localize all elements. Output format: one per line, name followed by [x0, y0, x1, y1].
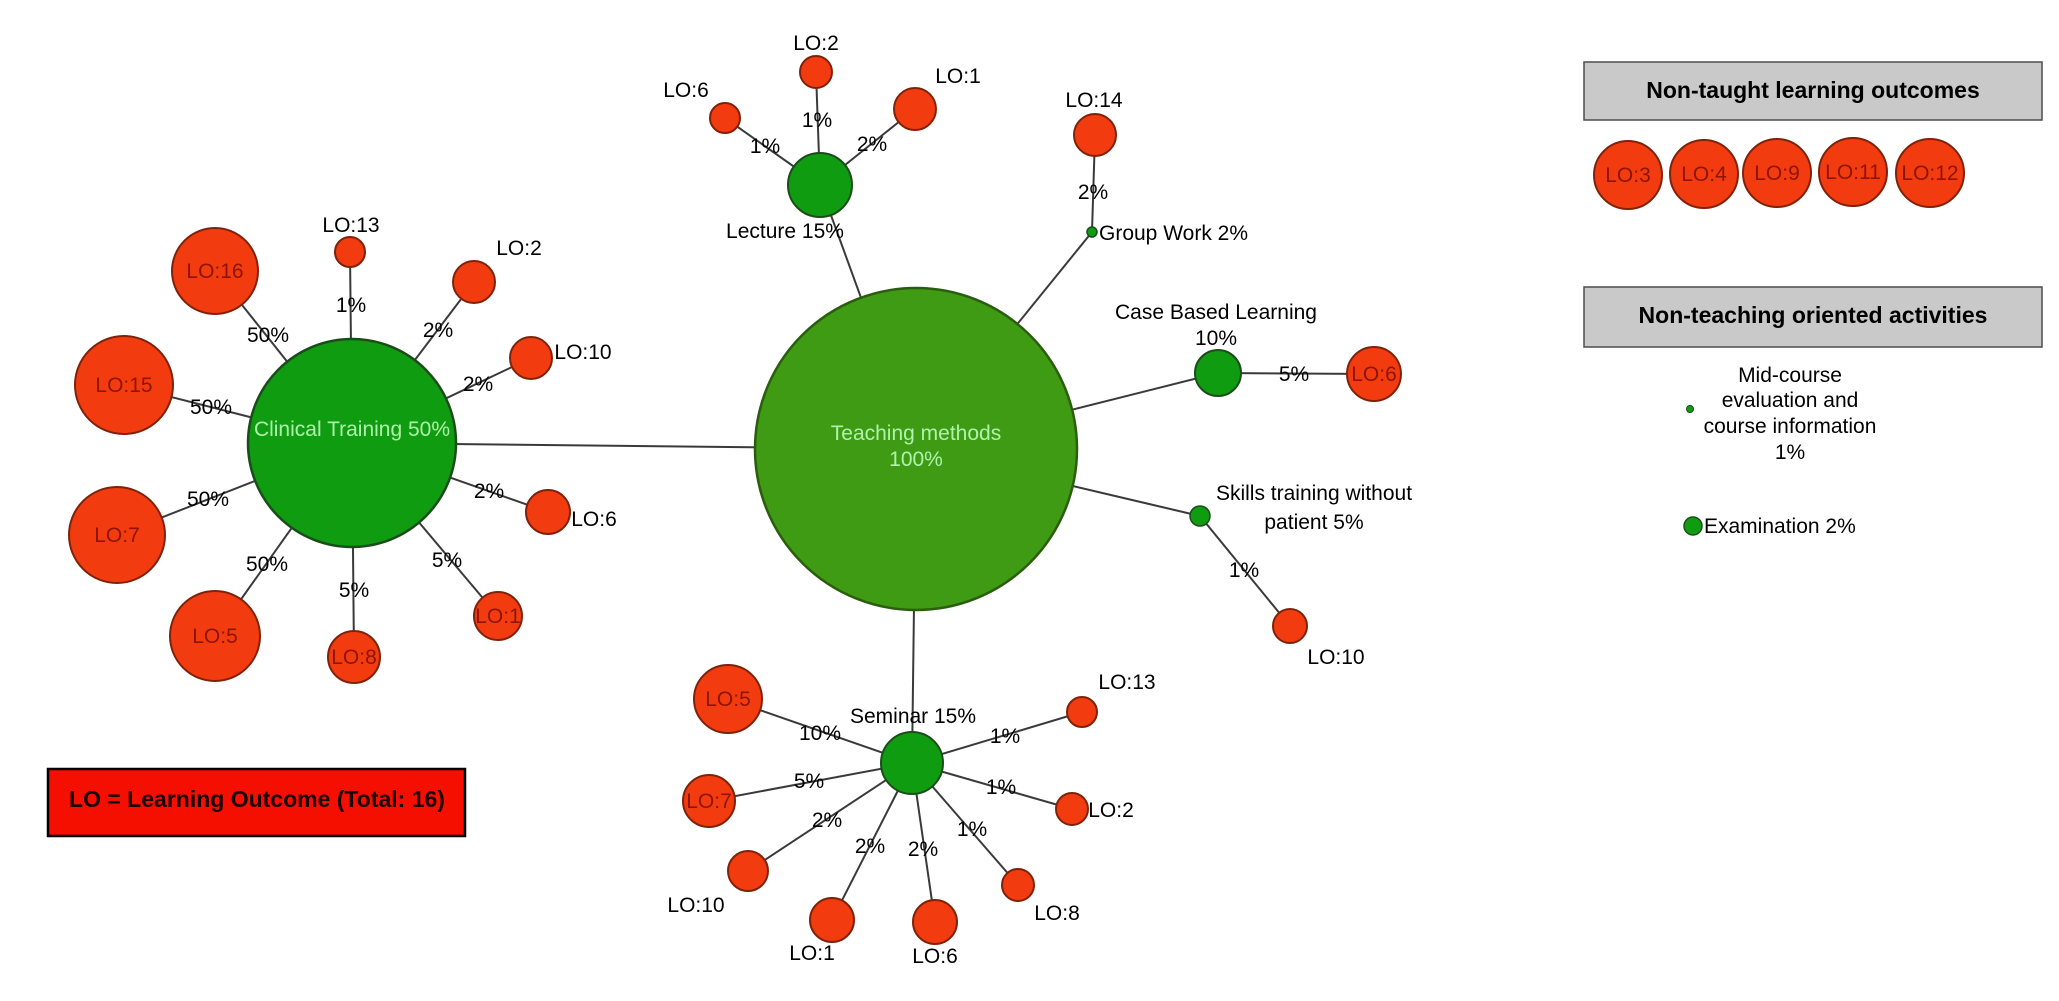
- svg-text:1%: 1%: [336, 294, 366, 317]
- svg-text:Mid-course: Mid-course: [1738, 364, 1842, 387]
- svg-text:1%: 1%: [990, 725, 1020, 748]
- svg-text:LO:13: LO:13: [322, 214, 379, 237]
- svg-text:LO:14: LO:14: [1065, 89, 1123, 112]
- svg-text:50%: 50%: [187, 488, 229, 511]
- svg-text:LO:10: LO:10: [667, 894, 724, 917]
- svg-text:10%: 10%: [799, 722, 841, 745]
- svg-text:1%: 1%: [802, 109, 832, 132]
- svg-text:1%: 1%: [1229, 559, 1259, 582]
- svg-text:2%: 2%: [474, 480, 504, 503]
- svg-text:1%: 1%: [957, 818, 987, 841]
- svg-text:50%: 50%: [246, 553, 288, 576]
- svg-text:Examination 2%: Examination 2%: [1704, 515, 1856, 538]
- svg-text:LO:11: LO:11: [1825, 161, 1881, 184]
- svg-text:50%: 50%: [190, 396, 232, 419]
- svg-text:LO:6: LO:6: [663, 79, 709, 102]
- svg-text:1%: 1%: [1775, 441, 1805, 464]
- svg-text:LO:6: LO:6: [1351, 363, 1397, 386]
- svg-text:2%: 2%: [855, 835, 885, 858]
- svg-text:evaluation and: evaluation and: [1722, 389, 1859, 412]
- svg-text:Case Based Learning: Case Based Learning: [1115, 301, 1317, 324]
- svg-text:5%: 5%: [1279, 363, 1309, 386]
- svg-text:LO:7: LO:7: [686, 790, 732, 813]
- svg-text:LO:8: LO:8: [331, 646, 377, 669]
- svg-text:2%: 2%: [463, 373, 493, 396]
- svg-text:Clinical Training 50%: Clinical Training 50%: [254, 418, 450, 441]
- svg-text:LO:1: LO:1: [935, 65, 981, 88]
- svg-text:LO:3: LO:3: [1605, 164, 1651, 187]
- svg-text:2%: 2%: [857, 133, 887, 156]
- svg-text:Teaching methods: Teaching methods: [831, 422, 1001, 445]
- svg-text:LO:2: LO:2: [793, 32, 839, 55]
- svg-text:5%: 5%: [794, 770, 824, 793]
- svg-text:LO:6: LO:6: [571, 508, 617, 531]
- svg-text:LO:1: LO:1: [789, 942, 835, 965]
- svg-text:Lecture 15%: Lecture 15%: [726, 220, 844, 243]
- svg-text:LO:13: LO:13: [1098, 671, 1155, 694]
- svg-text:100%: 100%: [889, 448, 943, 471]
- svg-text:LO:9: LO:9: [1754, 162, 1800, 185]
- svg-text:LO = Learning Outcome (Total:: LO = Learning Outcome (Total: 16): [69, 786, 445, 812]
- svg-text:2%: 2%: [812, 809, 842, 832]
- svg-text:LO:10: LO:10: [1307, 646, 1364, 669]
- svg-text:Non-taught learning outcomes: Non-taught learning outcomes: [1646, 77, 1980, 103]
- svg-text:LO:5: LO:5: [192, 625, 238, 648]
- svg-text:course information: course information: [1704, 415, 1877, 438]
- svg-text:Group Work 2%: Group Work 2%: [1099, 222, 1248, 245]
- svg-text:patient 5%: patient 5%: [1264, 511, 1363, 534]
- svg-text:LO:1: LO:1: [475, 605, 521, 628]
- svg-text:LO:12: LO:12: [1901, 162, 1958, 185]
- svg-text:Seminar 15%: Seminar 15%: [850, 705, 976, 728]
- svg-text:2%: 2%: [1078, 181, 1108, 204]
- svg-text:LO:8: LO:8: [1034, 902, 1080, 925]
- svg-text:LO:16: LO:16: [186, 260, 243, 283]
- svg-text:Non-teaching oriented activiti: Non-teaching oriented activities: [1639, 302, 1988, 328]
- svg-text:5%: 5%: [432, 549, 462, 572]
- svg-text:5%: 5%: [339, 579, 369, 602]
- svg-text:2%: 2%: [908, 838, 938, 861]
- svg-text:LO:6: LO:6: [912, 945, 958, 968]
- svg-text:2%: 2%: [423, 319, 453, 342]
- svg-text:LO:15: LO:15: [95, 374, 152, 397]
- svg-text:LO:10: LO:10: [554, 341, 611, 364]
- svg-text:LO:7: LO:7: [94, 524, 140, 547]
- svg-text:10%: 10%: [1195, 327, 1237, 350]
- svg-text:LO:2: LO:2: [1088, 799, 1134, 822]
- svg-text:1%: 1%: [986, 776, 1016, 799]
- svg-text:LO:2: LO:2: [496, 237, 542, 260]
- svg-text:Skills training without: Skills training without: [1216, 482, 1412, 505]
- svg-text:LO:4: LO:4: [1681, 163, 1727, 186]
- svg-text:1%: 1%: [750, 135, 780, 158]
- svg-text:50%: 50%: [247, 324, 289, 347]
- svg-text:LO:5: LO:5: [705, 688, 751, 711]
